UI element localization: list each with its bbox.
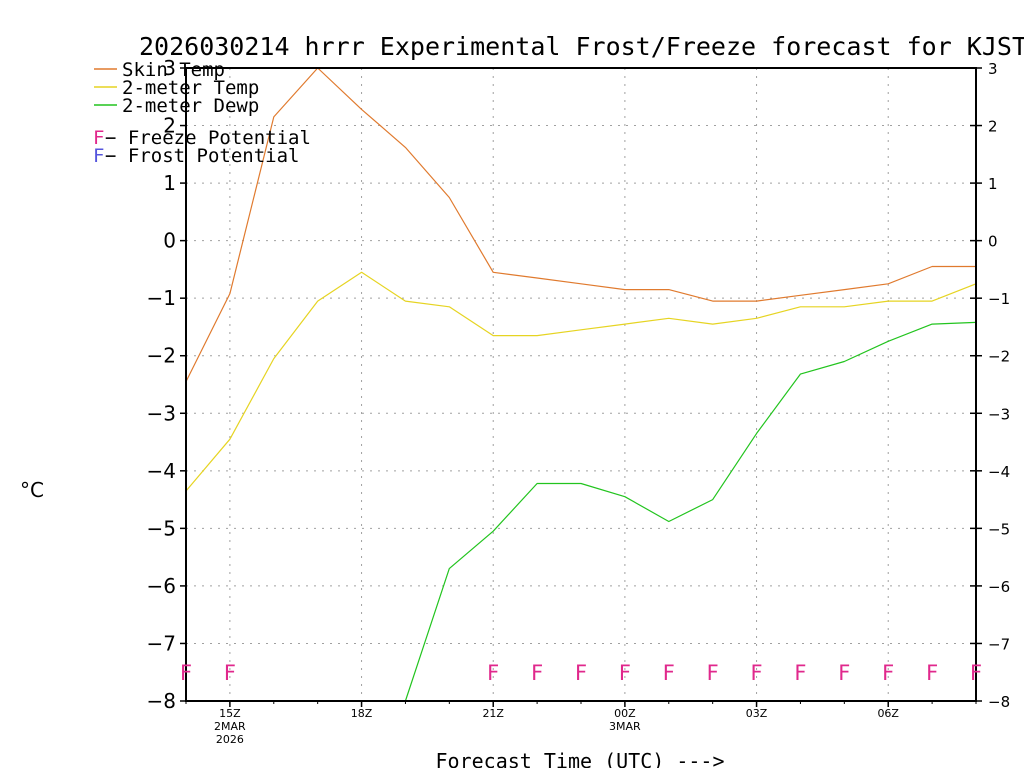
y-tick-label-left: −6 [147,574,176,598]
y-tick-label-right: 2 [988,118,998,136]
y-tick-label-right: 0 [988,233,998,251]
y-tick-label-left: 3 [163,56,176,80]
legend-potential-mark: F [93,145,104,167]
x-tick-label: 21Z [482,707,504,720]
plot-frame [185,67,977,702]
x-tick-label: 06Z [877,707,899,720]
legend-label: 2-meter Dewp [122,95,259,117]
freeze-marker: F [180,661,192,685]
y-tick-label-left: −8 [147,689,176,713]
freeze-marker: F [663,661,675,685]
freeze-marker: F [882,661,894,685]
x-tick-label: 2026 [216,733,244,746]
y-tick-label-left: −3 [147,401,176,425]
chart-title: 2026030214 hrrr Experimental Frost/Freez… [139,32,1024,61]
y-tick-label-left: −1 [147,286,176,310]
series-layer [185,67,977,702]
freeze-marker: F [575,661,587,685]
freeze-marker: F [487,661,499,685]
series-2-meter-temp [185,271,977,492]
y-tick-label-left: −7 [147,631,176,655]
y-tick-label-right: −7 [988,635,1010,653]
freeze-marker: F [926,661,938,685]
y-axis-label: °C [20,478,44,502]
legend-potential-label: − Freeze Potential [105,127,311,149]
y-tick-label-right: 3 [988,60,998,78]
x-tick-label: 3MAR [609,720,641,733]
legend-potential-mark: F [93,127,104,149]
legend-label: Skin Temp [122,59,225,81]
x-axis-label: Forecast Time (UTC) ---> [436,749,725,768]
y-tick-label-right: 1 [988,175,998,193]
legend-potential-label: − Frost Potential [105,145,299,167]
x-tick-label: 2MAR [214,720,246,733]
x-tick-label: 18Z [351,707,373,720]
freeze-marker: F [707,661,719,685]
y-tick-label-right: −2 [988,348,1010,366]
x-tick-label: 00Z [614,707,636,720]
y-tick-label-right: −3 [988,405,1010,423]
freeze-marker: F [224,661,236,685]
y-tick-label-left: −5 [147,516,176,540]
y-tick-label-right: −1 [988,290,1010,308]
x-tick-label: 03Z [746,707,768,720]
freeze-marker: F [838,661,850,685]
y-tick-label-left: −2 [147,344,176,368]
y-tick-label-right: −5 [988,520,1010,538]
series-skin-temp [185,67,976,382]
y-tick-label-right: −6 [988,578,1010,596]
x-tick-label: 15Z [219,707,241,720]
freeze-marker: F [619,661,631,685]
y-tick-label-left: 0 [163,229,176,253]
series-2-meter-dewp [404,321,977,702]
freeze-marker: F [531,661,543,685]
y-tick-label-right: −8 [988,693,1010,711]
y-tick-label-left: 1 [163,171,176,195]
y-tick-label-right: −4 [988,463,1010,481]
y-tick-label-left: 2 [163,114,176,138]
grid [186,68,976,701]
freeze-marker: F [970,661,982,685]
y-tick-label-left: −4 [147,459,176,483]
freeze-marker: F [751,661,763,685]
axes: 3 3 2 2 1 1 0 0 −1 −1 −2 −2 −3 −3 −4 −4 −5 −5 −6 −6 −7 −7 −8 −8… [147,56,1011,746]
freeze-marker: F [794,661,806,685]
legend-label: 2-meter Temp [122,77,259,99]
